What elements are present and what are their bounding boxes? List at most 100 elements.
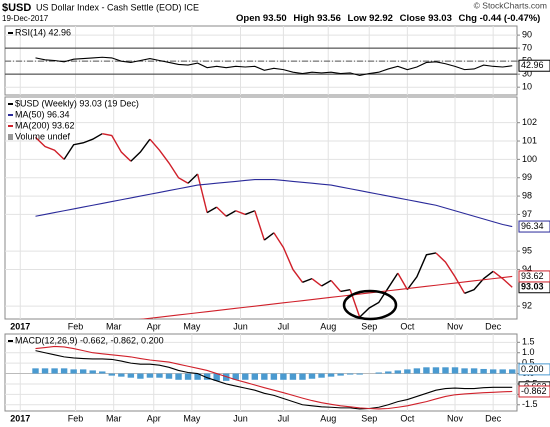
x-tick-label: Sep [361, 413, 377, 423]
quote-value: 93.50 [263, 13, 287, 24]
quote-label: Chg [459, 13, 478, 24]
y-tick-label: 100 [522, 154, 537, 164]
y-tick-label: 95 [522, 245, 532, 255]
end-label: 42.96 [521, 60, 544, 70]
histogram-bar [318, 373, 325, 378]
quote-value: 93.03 [428, 13, 452, 24]
y-tick-label: 94 [522, 264, 532, 274]
histogram-bar [385, 371, 392, 374]
histogram-bar [213, 373, 220, 381]
price-line [187, 173, 199, 184]
quote-value: 93.56 [317, 13, 341, 24]
price-line [102, 133, 132, 162]
series-line [35, 56, 513, 77]
x-tick-label: 2017 [10, 321, 30, 331]
panel-frame [4, 25, 518, 96]
quote-value: 92.92 [369, 13, 393, 24]
price-line [464, 270, 494, 294]
y-tick-label: 0.5 [522, 358, 535, 368]
histogram-bar [499, 369, 506, 374]
histogram-bar [118, 373, 125, 377]
series-line [138, 275, 513, 319]
end-label-box [518, 220, 550, 233]
price-line [302, 277, 313, 283]
price-line [263, 232, 275, 241]
histogram-bar [308, 373, 316, 379]
y-tick-label: 102 [522, 117, 537, 127]
panel-frame [4, 96, 518, 320]
histogram-bar [509, 369, 516, 374]
price-line [35, 136, 65, 160]
quote-label: Low [348, 13, 368, 24]
histogram-bar [203, 373, 211, 380]
histogram-bar [270, 373, 278, 380]
histogram-bar [356, 373, 363, 375]
y-tick-label: 101 [522, 135, 537, 145]
histogram-bar [442, 367, 449, 374]
histogram-bar [489, 369, 497, 374]
histogram-bar [242, 373, 249, 380]
price-line [406, 252, 437, 291]
histogram-bar [127, 373, 135, 378]
quote-value: -0.44 (-0.47%) [480, 13, 541, 24]
histogram-bar [108, 373, 115, 376]
legend-label: MA(50) 96.34 [15, 109, 70, 119]
histogram-bar [184, 373, 192, 380]
price-line [321, 279, 332, 287]
price-line [397, 272, 408, 290]
series-line [35, 179, 513, 228]
histogram-bar [89, 370, 96, 374]
x-tick-label: Apr [147, 321, 161, 331]
quote-label: Open [236, 13, 260, 24]
legend-label: $USD (Weekly) 93.03 (19 Dec) [15, 98, 139, 108]
histogram-bar [70, 369, 77, 374]
x-tick-label: Mar [106, 413, 122, 423]
legend-marker [8, 134, 13, 140]
price-line [273, 232, 304, 283]
histogram-bar [337, 373, 344, 376]
price-line [206, 206, 218, 214]
histogram-bar [451, 367, 459, 374]
legend-label: MA(200) 93.62 [15, 120, 75, 130]
x-tick-label: Feb [68, 413, 84, 423]
x-tick-label: Aug [320, 321, 336, 331]
price-line [235, 210, 246, 216]
price-line [63, 133, 103, 160]
histogram-bar [480, 368, 487, 374]
histogram-bar [375, 372, 382, 374]
y-tick-label: 70 [522, 43, 532, 53]
histogram-bar [289, 373, 297, 380]
histogram-bar [423, 367, 430, 374]
y-tick-label: 10 [522, 82, 532, 92]
histogram-bar [60, 368, 68, 374]
histogram-bar [137, 373, 144, 379]
x-tick-label: Sep [361, 321, 377, 331]
end-label-box [518, 385, 550, 398]
x-tick-label: Jun [233, 413, 248, 423]
plot-area [32, 345, 516, 410]
series-line [35, 345, 513, 410]
quote: Open 93.50 High 93.56 Low 92.92 Close 93… [236, 13, 540, 24]
price-line [340, 288, 351, 293]
x-tick-label: Nov [447, 413, 464, 423]
histogram-bar [175, 373, 182, 380]
end-label: 93.62 [521, 271, 544, 281]
symbol: $USD [2, 2, 31, 14]
x-tick-label: Dec [485, 413, 502, 423]
annotation-circle [342, 289, 398, 321]
panel-title: MACD(12,26,9) -0.662, -0.862, 0.200 [15, 335, 164, 345]
x-tick-label: May [183, 321, 201, 331]
plot-area [35, 56, 513, 77]
end-label: 0.200 [521, 364, 544, 374]
price-line [359, 272, 399, 318]
histogram-bar [280, 373, 287, 380]
x-tick-label: Feb [68, 321, 84, 331]
histogram-bar [99, 371, 106, 374]
histogram-bar [146, 373, 154, 378]
y-tick-label: 98 [522, 190, 532, 200]
price-line [225, 210, 237, 217]
y-tick-label: 30 [522, 69, 532, 79]
end-label-box [518, 363, 550, 376]
histogram-bar [404, 369, 411, 374]
y-tick-label: 92 [522, 301, 532, 311]
